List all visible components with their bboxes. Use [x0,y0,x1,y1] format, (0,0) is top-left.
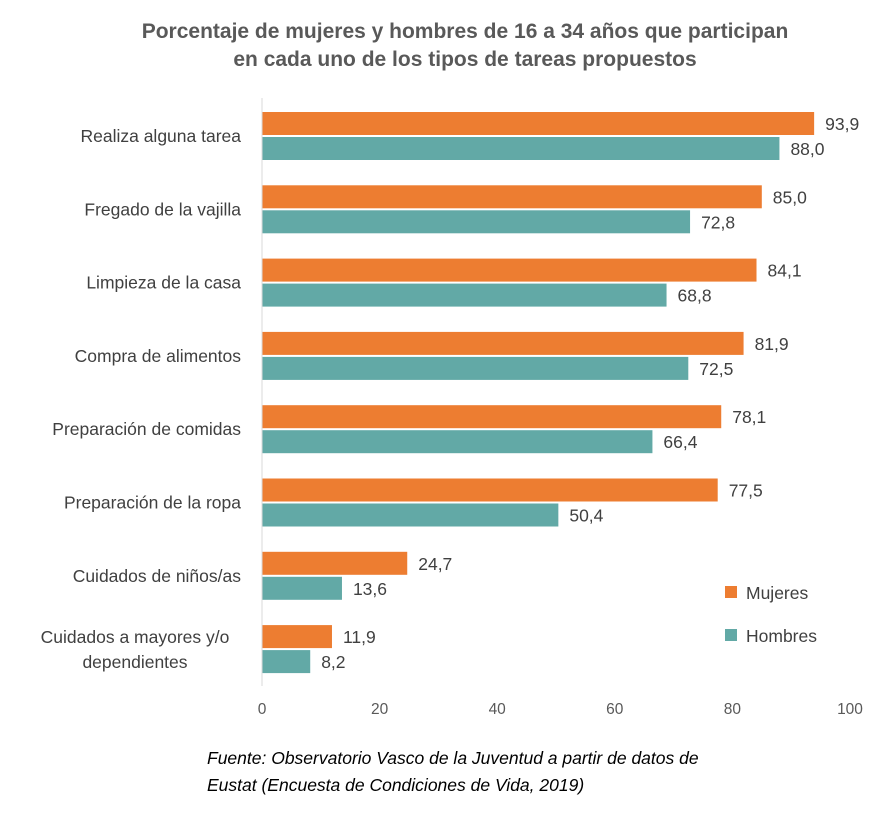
data-label: 50,4 [569,506,603,526]
data-label: 11,9 [343,627,376,647]
data-label: 93,9 [825,114,859,134]
data-label: 77,5 [729,481,763,501]
bar-mujeres [262,625,332,649]
legend-swatch-hombres [725,629,737,641]
x-tick-label: 80 [724,701,742,718]
bar-hombres [262,210,691,234]
x-tick-label: 0 [258,701,267,718]
x-tick-label: 60 [606,701,624,718]
data-label: 24,7 [418,554,452,574]
bar-hombres [262,650,311,674]
data-label: 8,2 [321,652,345,672]
bar-mujeres [262,551,408,575]
data-label: 66,4 [663,432,697,452]
bar-mujeres [262,258,757,282]
category-label: Cuidados a mayores y/o dependientes [41,627,230,672]
source-line-2: Eustat (Encuesta de Condiciones de Vida,… [207,775,585,795]
data-label: 72,5 [699,359,733,379]
data-label: 72,8 [701,212,735,232]
legend-swatch-mujeres [725,586,737,598]
data-label: 68,8 [678,286,712,306]
bar-mujeres [262,405,722,429]
category-label: Realiza alguna tarea [80,126,241,146]
chart-title-line-2: en cada uno de los tipos de tareas propu… [233,48,697,71]
bar-hombres [262,356,689,380]
bar-mujeres [262,478,718,502]
category-label: Preparación de comidas [52,419,241,439]
bar-hombres [262,576,342,600]
data-label: 78,1 [732,407,766,427]
x-tick-label: 100 [837,701,863,718]
legend-label: Mujeres [746,583,808,603]
bar-mujeres [262,331,744,355]
source-line-1: Fuente: Observatorio Vasco de la Juventu… [207,748,699,768]
bar-hombres [262,283,667,307]
category-label: Fregado de la vajilla [84,199,241,219]
data-label: 81,9 [755,334,789,354]
x-tick-label: 40 [489,701,507,718]
bar-mujeres [262,185,762,209]
category-label: Preparación de la ropa [64,493,241,513]
data-label: 13,6 [353,579,387,599]
bar-hombres [262,430,653,454]
category-label: Cuidados de niños/as [73,566,242,586]
data-label: 84,1 [768,261,802,281]
x-tick-label: 20 [371,701,389,718]
bar-mujeres [262,112,815,135]
data-label: 85,0 [773,187,807,207]
legend-label: Hombres [746,626,817,646]
chart-title-line-1: Porcentaje de mujeres y hombres de 16 a … [141,20,789,43]
category-label: Limpieza de la casa [86,273,241,293]
category-label: Compra de alimentos [75,346,242,366]
data-label: 88,0 [790,139,824,159]
bar-hombres [262,503,559,527]
bar-hombres [262,137,780,160]
